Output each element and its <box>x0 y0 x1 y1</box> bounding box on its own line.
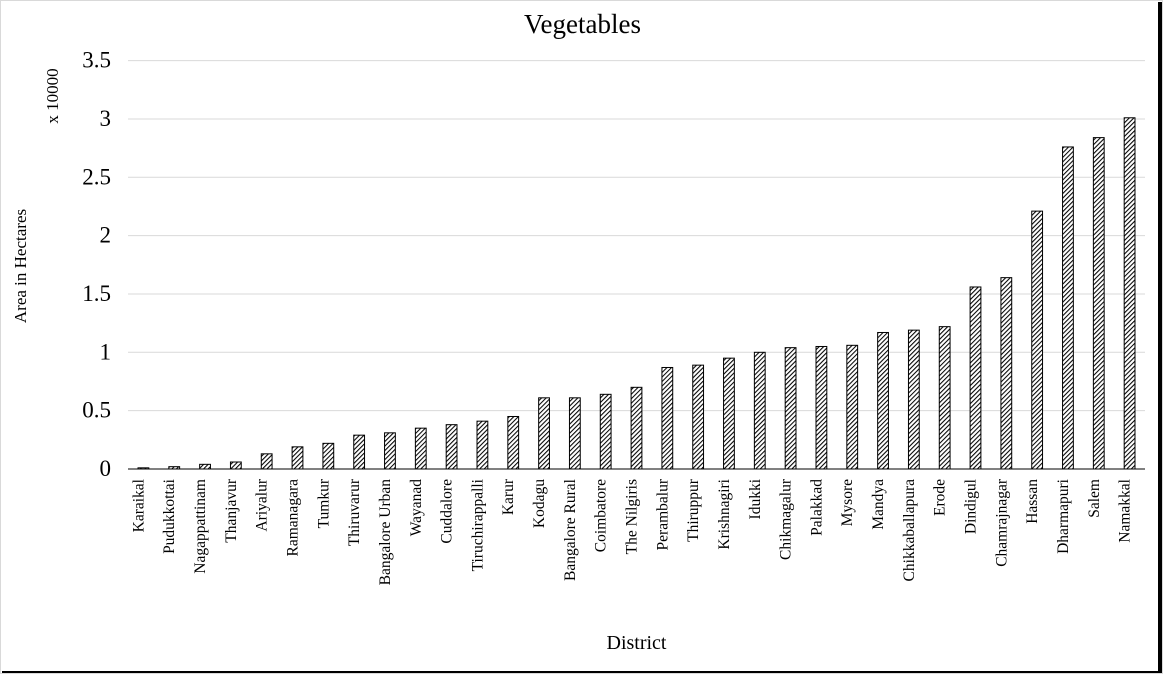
svg-text:Karur: Karur <box>500 478 517 515</box>
svg-text:Tiruchirappalli: Tiruchirappalli <box>469 478 486 571</box>
svg-text:Coimbatore: Coimbatore <box>593 479 610 552</box>
svg-text:Karaikal: Karaikal <box>130 479 147 532</box>
svg-text:Kodagu: Kodagu <box>531 479 548 528</box>
svg-text:Dharmapuri: Dharmapuri <box>1055 478 1072 554</box>
svg-text:0: 0 <box>100 456 112 481</box>
svg-text:Pudukkottai: Pudukkottai <box>161 478 178 554</box>
svg-text:Palakkad: Palakkad <box>808 479 825 536</box>
svg-text:Thanjavur: Thanjavur <box>223 478 240 543</box>
svg-text:Chikmagalur: Chikmagalur <box>778 478 795 560</box>
svg-text:2: 2 <box>100 223 112 248</box>
svg-text:Chamrajnagar: Chamrajnagar <box>993 478 1010 567</box>
svg-text:2.5: 2.5 <box>82 164 111 189</box>
svg-text:1: 1 <box>100 339 112 364</box>
svg-text:Thiruvarur: Thiruvarur <box>346 478 363 546</box>
svg-text:Erode: Erode <box>932 479 949 516</box>
svg-text:Thiruppur: Thiruppur <box>685 478 702 542</box>
svg-text:Nagappattinam: Nagappattinam <box>192 479 209 574</box>
svg-text:Perambalur: Perambalur <box>654 478 671 550</box>
svg-text:Chikkaballapura: Chikkaballapura <box>901 479 918 582</box>
svg-text:Bangalore Urban: Bangalore Urban <box>377 479 394 586</box>
svg-text:Salem: Salem <box>1086 479 1103 518</box>
svg-text:Idukki: Idukki <box>747 478 764 519</box>
svg-text:Namakkal: Namakkal <box>1117 479 1134 543</box>
svg-text:Ariyalur: Ariyalur <box>254 478 271 531</box>
svg-text:Ramanagara: Ramanagara <box>285 479 302 557</box>
svg-text:0.5: 0.5 <box>82 398 111 423</box>
svg-text:Hassan: Hassan <box>1024 479 1041 524</box>
svg-text:Cuddalore: Cuddalore <box>439 479 456 544</box>
svg-text:Bangalore Rural: Bangalore Rural <box>562 479 579 581</box>
svg-text:Wayanad: Wayanad <box>408 479 425 537</box>
svg-text:Mysore: Mysore <box>839 479 856 526</box>
svg-text:Krishnagiri: Krishnagiri <box>716 478 733 549</box>
svg-text:Tumkur: Tumkur <box>315 478 332 528</box>
svg-text:Mandya: Mandya <box>870 479 887 530</box>
svg-text:3: 3 <box>100 106 112 131</box>
svg-text:3.5: 3.5 <box>82 48 111 73</box>
svg-text:1.5: 1.5 <box>82 281 111 306</box>
svg-text:Dindigul: Dindigul <box>963 479 980 534</box>
svg-text:The Nilgiris: The Nilgiris <box>624 479 641 554</box>
